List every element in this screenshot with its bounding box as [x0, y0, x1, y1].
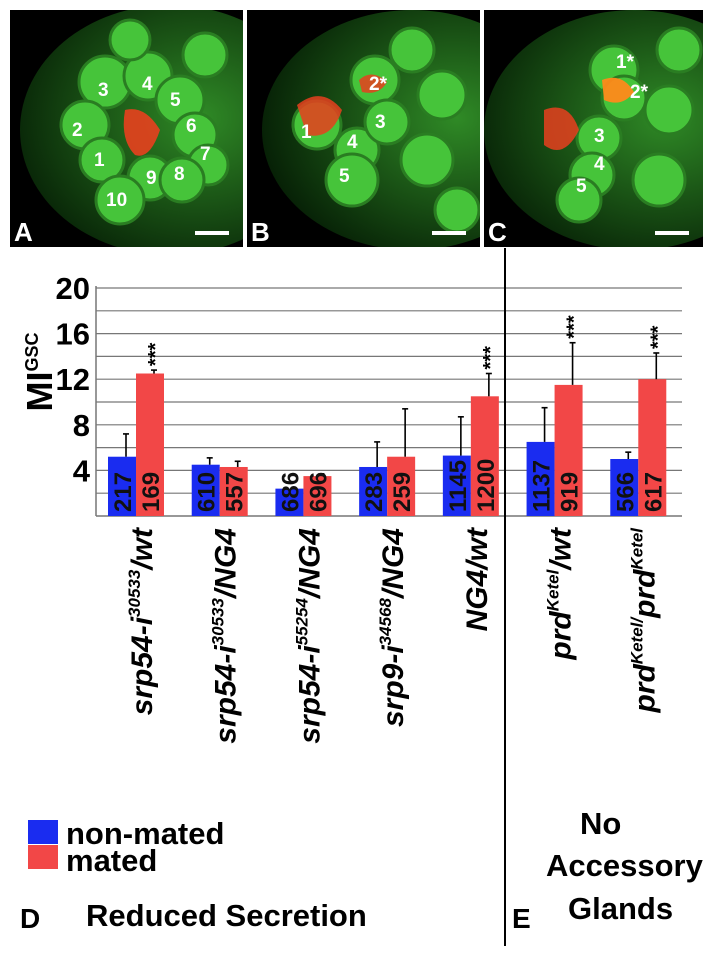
- cell-label: 7: [200, 144, 211, 165]
- legend-swatch-non-mated: [28, 820, 58, 844]
- cell-label: 4: [594, 154, 605, 175]
- bar-non-mated: [610, 459, 639, 516]
- scale-bar: [432, 231, 466, 235]
- cell-label: 5: [170, 90, 181, 111]
- cell-label: 3: [98, 80, 109, 101]
- cell-label: 1: [94, 150, 105, 171]
- cell-label: 6: [186, 116, 197, 137]
- micrograph-panel-a: 3 4 5 2 6 1 7 9 8 10 A: [10, 10, 243, 247]
- group-label-no: No: [580, 806, 622, 841]
- micrograph-b-image: 2* 1 4 3 5: [247, 10, 480, 247]
- cell-label: 1*: [616, 52, 635, 73]
- bar-non-mated: [359, 466, 388, 516]
- cell-label: 2: [72, 120, 83, 141]
- x-category-label: NG4/wt: [461, 526, 494, 631]
- bar-mated: [136, 373, 164, 516]
- cell-label: 2*: [369, 74, 388, 95]
- cell-label: 1: [301, 122, 312, 143]
- y-tick-label: 20: [56, 271, 90, 306]
- cell-label: 3: [594, 126, 605, 147]
- y-tick-label: 4: [73, 453, 91, 488]
- micrograph-panel-b: 2* 1 4 3 5 B: [247, 10, 480, 247]
- cell-label: 2*: [630, 82, 649, 103]
- x-category-label: srp54-i30533/NG4: [209, 528, 243, 744]
- panel-letter-a: A: [14, 217, 33, 247]
- legend-swatch-mated: [28, 845, 58, 869]
- scale-bar: [655, 231, 689, 235]
- bar-count-label: 1145: [445, 460, 472, 512]
- cell-label: 9: [146, 168, 157, 189]
- bar-count-label: 686: [277, 472, 304, 512]
- bar-mated: [219, 466, 248, 516]
- x-category-label: prdKetel/wt: [544, 526, 578, 661]
- bar-chart: 4 8 12 16 20 MIGSC 217 169 *** srp54-i30533/wt 610…: [19, 271, 682, 744]
- panel-letter-e: E: [512, 903, 531, 934]
- cell-labels-a: 3 4 5 2 6 1 7 9 8 10: [72, 74, 211, 211]
- bar-non-mated: [108, 456, 136, 516]
- x-category-label: srp54-i30533/wt: [125, 526, 159, 715]
- significance-label: ***: [145, 343, 167, 367]
- bar-count-label: 283: [361, 472, 388, 512]
- bar-non-mated: [442, 455, 471, 516]
- bar-count-label: 557: [222, 472, 249, 512]
- bar-non-mated: [526, 441, 555, 516]
- legend-label-mated: mated: [66, 843, 158, 878]
- panel-letter-d: D: [20, 903, 41, 934]
- micrograph-c-image: 1* 2* 3 4 5: [484, 10, 703, 247]
- cell-label: 3: [375, 112, 386, 133]
- x-category-label: prdKetel/prdKetel: [627, 527, 661, 714]
- section-divider: [504, 248, 506, 946]
- bar-count-label: 169: [138, 472, 165, 512]
- significance-label: ***: [564, 315, 586, 339]
- y-axis-title: MIGSC: [19, 332, 60, 411]
- group-label-accessory: Accessory: [546, 848, 703, 883]
- bar-mated: [470, 396, 499, 516]
- significance-label: ***: [647, 325, 669, 349]
- bar-count-label: 919: [557, 472, 584, 512]
- legend-label-non-mated: non-mated: [66, 816, 225, 851]
- y-tick-label: 16: [56, 317, 90, 352]
- bar-count-label: 217: [110, 472, 137, 512]
- bar-mated: [387, 456, 416, 516]
- cell-label: 5: [339, 166, 350, 187]
- cell-label: 5: [576, 176, 587, 197]
- bar-non-mated: [191, 464, 220, 516]
- group-label-reduced-secretion: Reduced Secretion: [86, 898, 367, 933]
- cell-label: 8: [174, 164, 185, 185]
- cell-label: 4: [142, 74, 153, 95]
- bar-count-label: 259: [389, 472, 416, 512]
- micrograph-a-image: 3 4 5 2 6 1 7 9 8 10: [10, 10, 243, 247]
- significance-label: ***: [480, 346, 502, 370]
- bar-count-label: 696: [305, 472, 332, 512]
- micrograph-panel-c: 1* 2* 3 4 5 C: [484, 10, 703, 247]
- y-tick-label: 12: [56, 362, 90, 397]
- bar-count-label: 566: [612, 472, 639, 512]
- scale-bar: [195, 231, 229, 235]
- y-tick-label: 8: [73, 408, 90, 443]
- bar-mated: [554, 384, 583, 516]
- panel-letter-b: B: [251, 217, 270, 247]
- bar-mated: [303, 476, 332, 516]
- cell-label: 4: [347, 132, 358, 153]
- group-label-glands: Glands: [568, 891, 674, 926]
- cell-label: 10: [106, 190, 127, 211]
- bar-count-label: 1137: [529, 460, 556, 512]
- bar-non-mated: [275, 488, 304, 516]
- bar-count-label: 610: [194, 472, 221, 512]
- bar-count-label: 617: [640, 472, 667, 512]
- x-category-label: srp9-i34568/NG4: [376, 528, 410, 727]
- bar-count-label: 1200: [473, 459, 500, 512]
- bar-mated: [638, 379, 667, 516]
- panel-letter-c: C: [488, 217, 507, 247]
- x-category-label: srp54-i55254/NG4: [292, 528, 326, 744]
